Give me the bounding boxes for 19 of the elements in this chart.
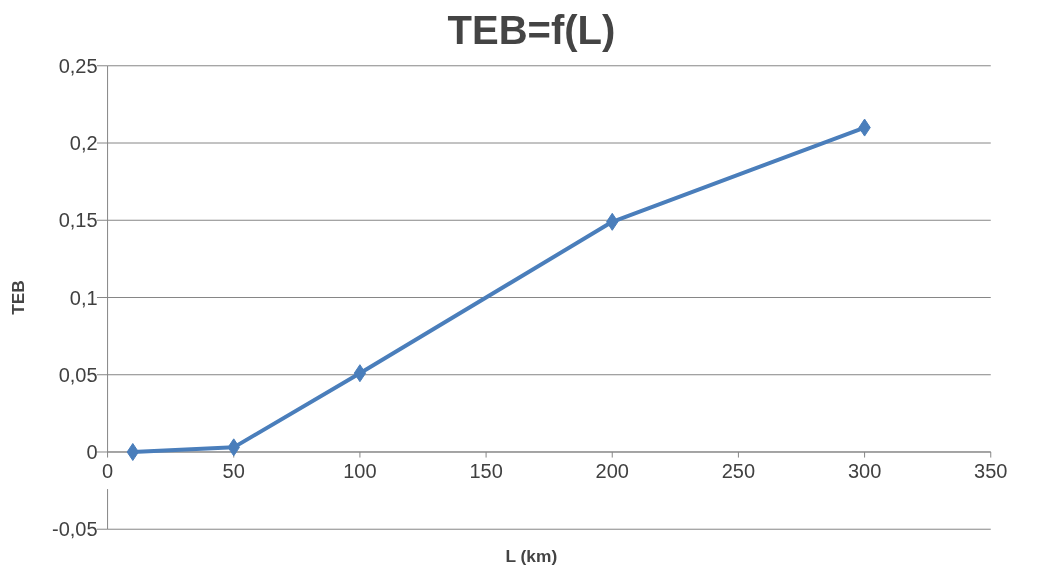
y-tick-label: 0,05 — [58, 363, 98, 386]
x-tick-label: 300 — [847, 459, 882, 482]
x-tick-label: 350 — [974, 459, 1008, 482]
y-axis-title: TEB — [7, 280, 28, 315]
y-tick-label: 0,2 — [69, 132, 98, 155]
y-tick-label: 0 — [86, 440, 98, 463]
x-tick-label: 50 — [222, 459, 245, 482]
y-tick-label: 0,1 — [69, 286, 98, 309]
chart-title: TEB=f(L) — [447, 7, 616, 52]
x-tick-label: 150 — [469, 459, 503, 482]
y-tick-label: -0,05 — [51, 518, 98, 541]
point — [353, 364, 367, 383]
y-tick-label: 0,25 — [58, 54, 98, 77]
x-tick-label: 100 — [343, 459, 377, 482]
x-tick-label: 250 — [721, 459, 756, 482]
x-tick-label: 0 — [102, 459, 114, 482]
x-axis-title: L (km) — [505, 545, 558, 566]
y-tick-label: 0,15 — [58, 209, 98, 232]
x-tick-label: 200 — [595, 459, 629, 482]
